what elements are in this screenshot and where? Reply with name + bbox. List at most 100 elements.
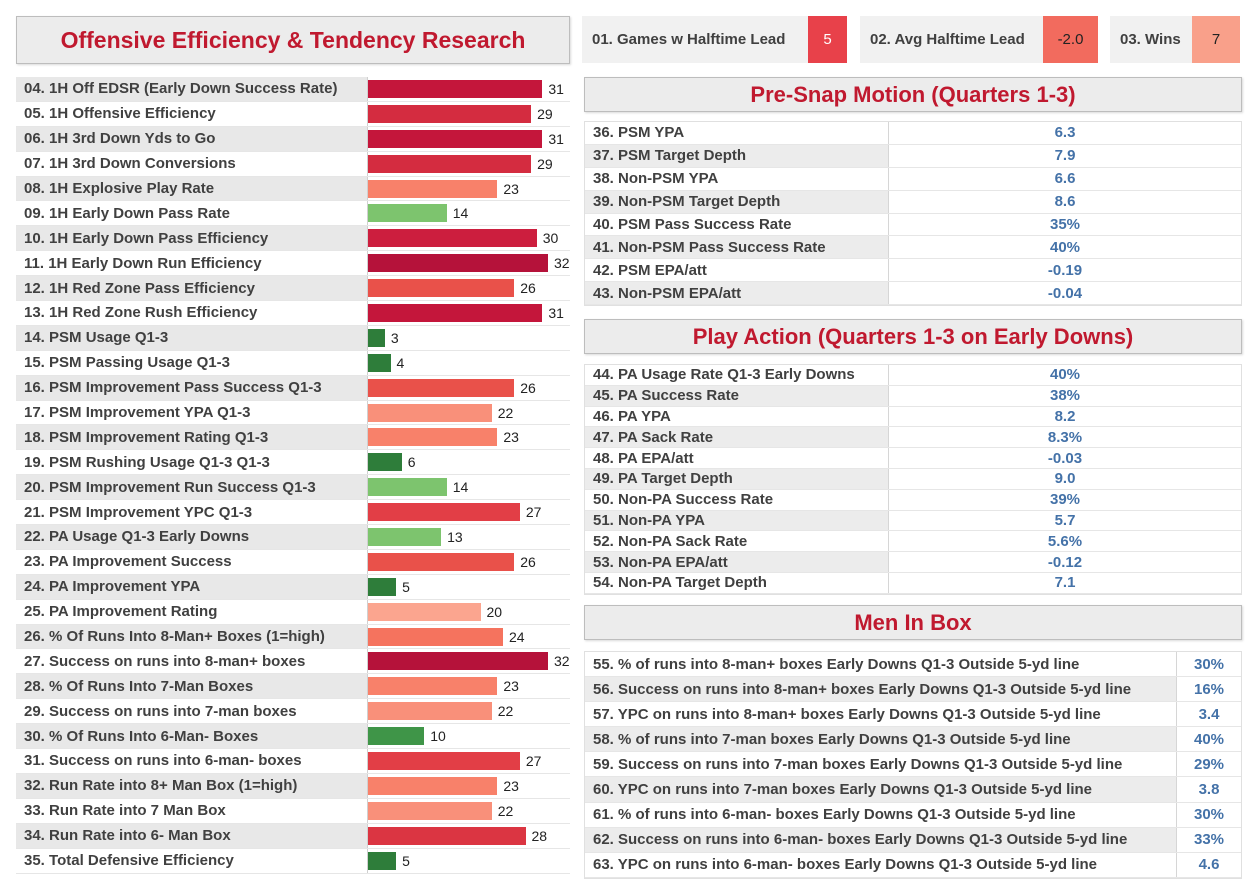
category-label: 04. 1H Off EDSR (Early Down Success Rate… bbox=[16, 77, 367, 101]
table-row: 46. PA YPA 8.2 bbox=[585, 406, 1241, 428]
table-row: 50. Non-PA Success Rate 39% bbox=[585, 489, 1241, 511]
chart-row: 11. 1H Early Down Run Efficiency 32 bbox=[16, 251, 570, 277]
chart-row: 32. Run Rate into 8+ Man Box (1=high) 23 bbox=[16, 773, 570, 799]
divider bbox=[367, 525, 368, 549]
kpi-label: 02. Avg Halftime Lead bbox=[870, 31, 1025, 48]
bar bbox=[368, 677, 498, 696]
data-label: 32 bbox=[554, 653, 570, 670]
table-row: 54. Non-PA Target Depth 7.1 bbox=[585, 572, 1241, 594]
kpi-card-games-halftime-lead: 01. Games w Halftime Lead 5 bbox=[582, 16, 847, 63]
table-row: 55. % of runs into 8-man+ boxes Early Do… bbox=[585, 652, 1241, 678]
metric-value: 35% bbox=[889, 213, 1241, 236]
metric-value: 6.3 bbox=[889, 122, 1241, 144]
divider bbox=[367, 251, 368, 276]
bar bbox=[368, 826, 526, 845]
metric-label: 54. Non-PA Target Depth bbox=[585, 572, 889, 593]
category-label: 05. 1H Offensive Efficiency bbox=[24, 105, 216, 123]
chart-row: 04. 1H Off EDSR (Early Down Success Rate… bbox=[16, 77, 570, 102]
category-label: 17. PSM Improvement YPA Q1-3 bbox=[24, 404, 251, 422]
chart-row: 17. PSM Improvement YPA Q1-3 22 bbox=[16, 400, 570, 426]
divider bbox=[367, 375, 368, 400]
metric-label: 48. PA EPA/att bbox=[585, 448, 889, 468]
kpi-card-wins: 03. Wins 7 bbox=[1110, 16, 1240, 63]
divider bbox=[367, 325, 368, 350]
data-label: 20 bbox=[486, 603, 503, 620]
bar bbox=[368, 702, 492, 721]
divider bbox=[367, 599, 368, 624]
metric-label: 59. Success on runs into 7-man boxes Ear… bbox=[585, 752, 1177, 777]
table-row: 52. Non-PA Sack Rate 5.6% bbox=[585, 531, 1241, 553]
table-row: 57. YPC on runs into 8-man+ boxes Early … bbox=[585, 702, 1241, 728]
bar bbox=[368, 353, 391, 372]
metric-value: -0.04 bbox=[889, 282, 1241, 305]
table-row: 51. Non-PA YPA 5.7 bbox=[585, 510, 1241, 532]
kpi-label: 01. Games w Halftime Lead bbox=[592, 31, 786, 48]
bar bbox=[368, 552, 515, 571]
divider bbox=[367, 749, 368, 773]
metric-label: 41. Non-PSM Pass Success Rate bbox=[585, 236, 889, 259]
metric-label: 51. Non-PA YPA bbox=[585, 510, 889, 531]
chart-row: 29. Success on runs into 7-man boxes 22 bbox=[16, 699, 570, 725]
chart-row: 21. PSM Improvement YPC Q1-3 27 bbox=[16, 500, 570, 526]
divider bbox=[367, 649, 368, 674]
data-label: 5 bbox=[402, 578, 410, 595]
mib-table: 55. % of runs into 8-man+ boxes Early Do… bbox=[584, 651, 1242, 879]
category-label: 06. 1H 3rd Down Yds to Go bbox=[16, 126, 367, 151]
divider bbox=[367, 176, 368, 201]
bar bbox=[368, 602, 481, 621]
bar bbox=[368, 104, 532, 123]
bar bbox=[368, 403, 492, 422]
category-label: 10. 1H Early Down Pass Efficiency bbox=[16, 226, 367, 251]
metric-label: 50. Non-PA Success Rate bbox=[585, 489, 889, 510]
chart-row: 20. PSM Improvement Run Success Q1-3 14 bbox=[16, 475, 570, 501]
chart-row: 26. % Of Runs Into 8-Man+ Boxes (1=high)… bbox=[16, 624, 570, 650]
bar bbox=[368, 627, 503, 646]
divider bbox=[367, 400, 368, 425]
category-label: 13. 1H Red Zone Rush Efficiency bbox=[24, 304, 258, 322]
metric-value: 40% bbox=[1177, 727, 1241, 752]
data-label: 29 bbox=[537, 105, 553, 122]
divider bbox=[367, 574, 368, 599]
metric-label: 62. Success on runs into 6-man- boxes Ea… bbox=[585, 827, 1177, 852]
metric-value: 5.7 bbox=[889, 510, 1241, 531]
divider bbox=[367, 475, 368, 500]
category-label: 30. % Of Runs Into 6-Man- Boxes bbox=[16, 724, 367, 749]
category-label: 33. Run Rate into 7 Man Box bbox=[24, 802, 226, 820]
kpi-value: 7 bbox=[1192, 16, 1240, 63]
metric-label: 43. Non-PSM EPA/att bbox=[585, 282, 889, 305]
table-row: 38. Non-PSM YPA 6.6 bbox=[585, 167, 1241, 191]
table-row: 59. Success on runs into 7-man boxes Ear… bbox=[585, 752, 1241, 778]
chart-row: 28. % Of Runs Into 7-Man Boxes 23 bbox=[16, 674, 570, 700]
table-row: 44. PA Usage Rate Q1-3 Early Downs 40% bbox=[585, 365, 1241, 386]
category-label: 18. PSM Improvement Rating Q1-3 bbox=[16, 425, 367, 450]
kpi-label: 03. Wins bbox=[1120, 31, 1181, 48]
metric-label: 58. % of runs into 7-man boxes Early Dow… bbox=[585, 727, 1177, 752]
table-row: 37. PSM Target Depth 7.9 bbox=[585, 144, 1241, 168]
data-label: 30 bbox=[542, 230, 559, 247]
bar bbox=[368, 776, 498, 795]
bar bbox=[368, 80, 543, 98]
bar bbox=[368, 204, 447, 223]
divider bbox=[367, 226, 368, 251]
metric-value: -0.12 bbox=[889, 552, 1241, 572]
chart-row: 23. PA Improvement Success 26 bbox=[16, 549, 570, 575]
data-label: 13 bbox=[447, 528, 463, 545]
metric-value: 30% bbox=[1177, 802, 1241, 827]
data-label: 22 bbox=[497, 802, 514, 819]
category-label: 08. 1H Explosive Play Rate bbox=[16, 176, 367, 201]
data-label: 22 bbox=[497, 703, 514, 720]
table-row: 36. PSM YPA 6.3 bbox=[585, 122, 1241, 145]
chart-row: 15. PSM Passing Usage Q1-3 4 bbox=[16, 350, 570, 376]
metric-value: 16% bbox=[1177, 677, 1241, 702]
divider bbox=[367, 798, 368, 823]
bar bbox=[368, 453, 402, 472]
metric-label: 40. PSM Pass Success Rate bbox=[585, 213, 889, 236]
category-label: 26. % Of Runs Into 8-Man+ Boxes (1=high) bbox=[16, 624, 367, 649]
bar bbox=[368, 801, 492, 820]
bar bbox=[368, 503, 520, 522]
data-label: 31 bbox=[548, 80, 564, 97]
chart-row: 09. 1H Early Down Pass Rate 14 bbox=[16, 201, 570, 227]
bar bbox=[368, 577, 397, 596]
kpi-card-avg-halftime-lead: 02. Avg Halftime Lead -2.0 bbox=[860, 16, 1098, 63]
metric-value: 33% bbox=[1177, 827, 1241, 852]
